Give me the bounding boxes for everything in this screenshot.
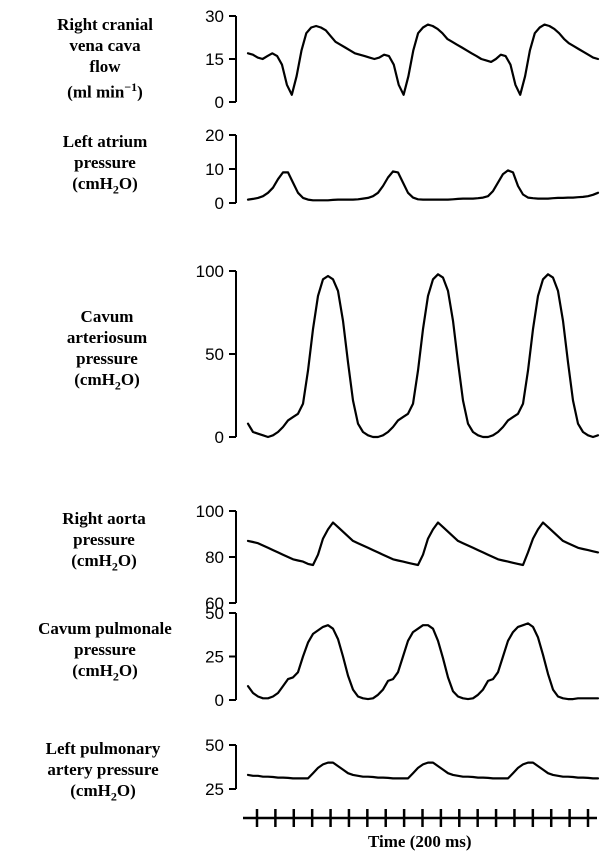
ca-unit-tail: O) [120, 370, 140, 389]
la-label-line: pressure [74, 153, 136, 172]
cp-y-tick-label: 50 [205, 604, 224, 623]
lpa-unit: (cmH2O) [3, 780, 203, 807]
ca-unit: (cmH2O) [7, 369, 207, 396]
rcvc-label-line: vena cava [69, 36, 141, 55]
ra-y-tick-label: 60 [205, 594, 224, 613]
rcvc-y-tick-label: 30 [205, 7, 224, 26]
lpa-unit-tail: O) [116, 781, 136, 800]
rcvc-trace [246, 23, 600, 96]
ca-label-line: Cavum [80, 307, 134, 326]
cp-unit-main: (cmH [72, 661, 113, 680]
x-axis-label: Time (200 ms) [368, 832, 472, 851]
cp-label: Cavum pulmonale pressure (cmH2O) [5, 618, 205, 687]
rcvc-unit-tail: ) [137, 82, 143, 102]
ra-y-tick-label: 100 [196, 502, 224, 521]
ca-label-line: arteriosum [66, 328, 148, 347]
ra-unit-main: (cmH [71, 551, 112, 570]
rcvc-label-line: Right cranial [57, 15, 153, 34]
ca-y-tick-label: 100 [196, 262, 224, 281]
la-trace [246, 169, 600, 202]
ra-label: Right aorta pressure (cmH2O) [4, 508, 204, 577]
la-label-line: Left atrium [62, 132, 148, 151]
la-unit-sub: 2 [112, 182, 119, 197]
rcvc-y-tick-label: 0 [215, 93, 224, 112]
rcvc-y-tick-label: 15 [205, 50, 224, 69]
la-label: Left atrium pressure (cmH2O) [5, 131, 205, 200]
lpa-label: Left pulmonary artery pressure (cmH2O) [3, 738, 203, 807]
ca-trace [246, 273, 600, 439]
cp-label-line: pressure [74, 640, 136, 659]
la-y-tick-label: 20 [205, 126, 224, 145]
ca-y-tick-label: 50 [205, 345, 224, 364]
cp-y-tick-label: 25 [205, 648, 224, 667]
cp-y-tick-label: 0 [215, 691, 224, 710]
rcvc-label: Right cranial vena cava flow (ml min−1) [5, 14, 205, 103]
rcvc-unit: (ml min−1) [5, 77, 205, 103]
ca-label-line: pressure [76, 349, 138, 368]
ra-trace [246, 521, 600, 567]
lpa-label-line: artery pressure [47, 760, 159, 779]
rcvc-unit-main: (ml min [67, 82, 125, 102]
ra-label-line: pressure [73, 530, 135, 549]
la-y-tick-label: 0 [215, 194, 224, 213]
la-unit-tail: O) [118, 174, 138, 193]
ra-y-tick-label: 80 [205, 548, 224, 567]
ra-unit-tail: O) [117, 551, 137, 570]
rcvc-unit-sup: −1 [124, 80, 138, 94]
la-unit: (cmH2O) [5, 173, 205, 200]
cp-label-line: Cavum pulmonale [38, 619, 172, 638]
ra-unit: (cmH2O) [4, 550, 204, 577]
lpa-y-tick-label: 25 [205, 780, 224, 799]
lpa-unit-sub: 2 [110, 789, 117, 804]
cp-unit: (cmH2O) [5, 660, 205, 687]
lpa-trace [246, 761, 600, 780]
ca-unit-main: (cmH [74, 370, 115, 389]
ca-y-tick-label: 0 [215, 428, 224, 447]
lpa-y-tick-label: 50 [205, 736, 224, 755]
rcvc-label-line: flow [89, 57, 121, 76]
cp-unit-sub: 2 [112, 669, 119, 684]
lpa-unit-main: (cmH [70, 781, 111, 800]
ra-unit-sub: 2 [111, 559, 118, 574]
cp-unit-tail: O) [118, 661, 138, 680]
ca-unit-sub: 2 [114, 378, 121, 393]
lpa-label-line: Left pulmonary [45, 739, 161, 758]
ra-label-line: Right aorta [62, 509, 146, 528]
la-unit-main: (cmH [72, 174, 113, 193]
ca-label: Cavum arteriosum pressure (cmH2O) [7, 306, 207, 396]
cp-trace [246, 622, 600, 701]
la-y-tick-label: 10 [205, 160, 224, 179]
